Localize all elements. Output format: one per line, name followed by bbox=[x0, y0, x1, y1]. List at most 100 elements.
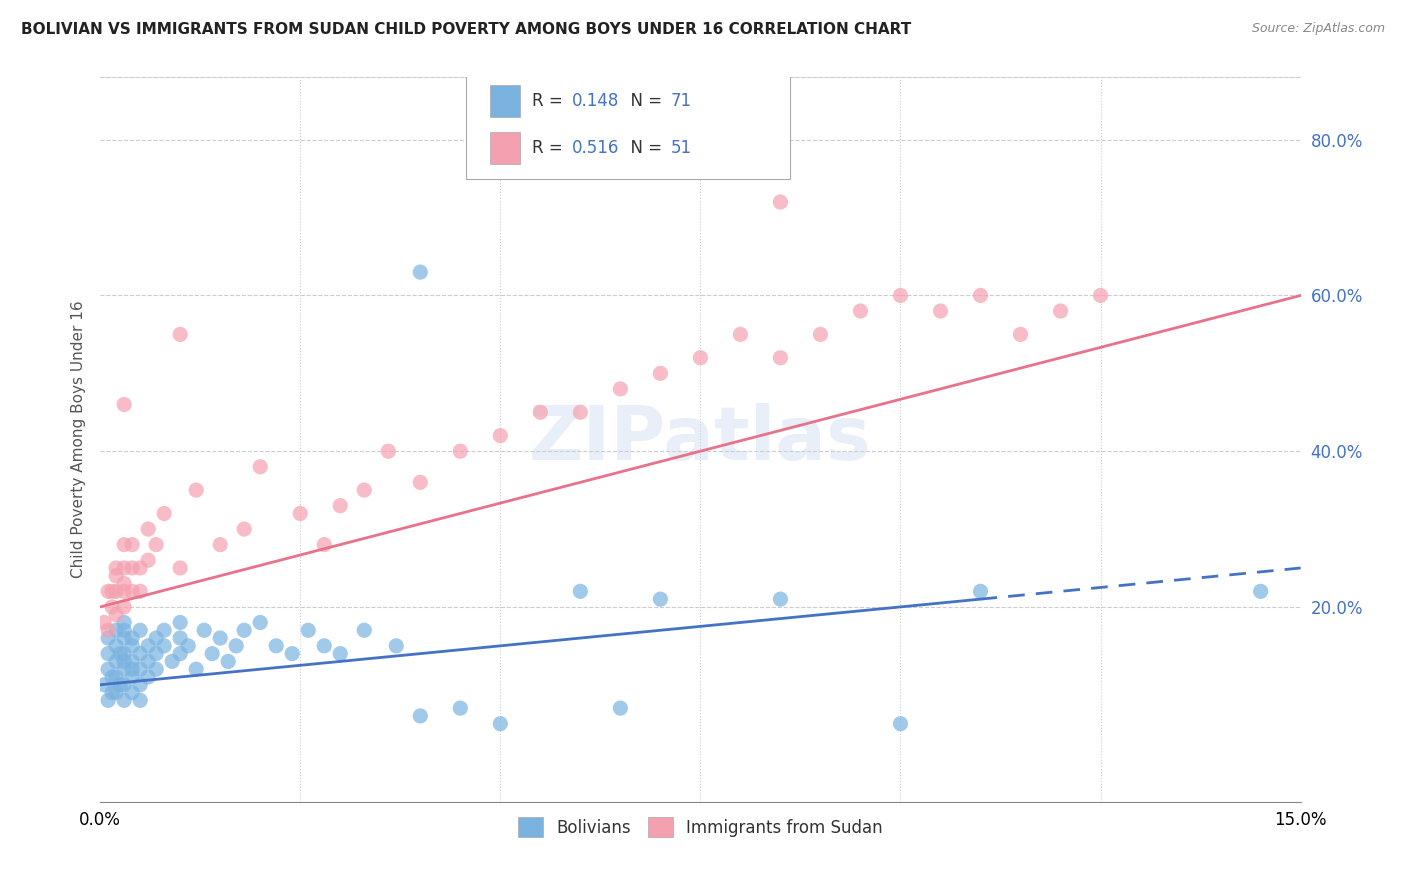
Point bbox=[409, 265, 432, 279]
Point bbox=[249, 459, 271, 474]
Point bbox=[136, 670, 159, 684]
Point bbox=[1090, 288, 1112, 302]
Point bbox=[169, 631, 191, 645]
FancyBboxPatch shape bbox=[467, 74, 790, 178]
Text: R =: R = bbox=[533, 139, 568, 157]
Point bbox=[929, 304, 952, 318]
Point bbox=[233, 624, 256, 638]
Point bbox=[136, 655, 159, 669]
Point bbox=[529, 405, 551, 419]
Point bbox=[112, 397, 135, 411]
Point bbox=[105, 561, 128, 575]
Text: 71: 71 bbox=[671, 92, 692, 110]
Point bbox=[569, 405, 592, 419]
Point bbox=[105, 685, 128, 699]
Point bbox=[112, 624, 135, 638]
Point bbox=[193, 624, 215, 638]
Point bbox=[129, 647, 152, 661]
Point bbox=[849, 304, 872, 318]
Point bbox=[209, 538, 232, 552]
Point bbox=[153, 639, 176, 653]
Text: 0.516: 0.516 bbox=[572, 139, 619, 157]
Point bbox=[385, 639, 408, 653]
Point bbox=[409, 475, 432, 490]
Point bbox=[145, 662, 167, 676]
Point bbox=[121, 631, 143, 645]
Point bbox=[97, 693, 120, 707]
Point bbox=[409, 709, 432, 723]
Point bbox=[105, 607, 128, 622]
Point bbox=[136, 522, 159, 536]
Point bbox=[121, 639, 143, 653]
Y-axis label: Child Poverty Among Boys Under 16: Child Poverty Among Boys Under 16 bbox=[72, 301, 86, 578]
Point bbox=[169, 561, 191, 575]
Point bbox=[105, 624, 128, 638]
Point bbox=[97, 631, 120, 645]
Point bbox=[650, 367, 672, 381]
Point bbox=[1250, 584, 1272, 599]
Point bbox=[112, 584, 135, 599]
Point bbox=[353, 483, 375, 497]
Point bbox=[112, 561, 135, 575]
Point bbox=[97, 624, 120, 638]
Point bbox=[97, 662, 120, 676]
Point bbox=[112, 655, 135, 669]
Point bbox=[112, 599, 135, 614]
Point bbox=[101, 599, 124, 614]
Point bbox=[609, 382, 631, 396]
Point bbox=[449, 701, 471, 715]
Point bbox=[105, 639, 128, 653]
Text: 0.148: 0.148 bbox=[572, 92, 619, 110]
Point bbox=[449, 444, 471, 458]
Point bbox=[264, 639, 287, 653]
Point bbox=[217, 655, 239, 669]
Point bbox=[101, 670, 124, 684]
Point bbox=[97, 584, 120, 599]
Point bbox=[136, 553, 159, 567]
Point bbox=[112, 662, 135, 676]
Text: Source: ZipAtlas.com: Source: ZipAtlas.com bbox=[1251, 22, 1385, 36]
Point bbox=[108, 647, 131, 661]
Text: R =: R = bbox=[533, 92, 568, 110]
Text: 51: 51 bbox=[671, 139, 692, 157]
Point bbox=[105, 568, 128, 582]
Point bbox=[329, 647, 352, 661]
Point bbox=[377, 444, 399, 458]
Point bbox=[112, 678, 135, 692]
Point bbox=[129, 624, 152, 638]
Point bbox=[1049, 304, 1071, 318]
Point bbox=[169, 615, 191, 630]
Point bbox=[650, 592, 672, 607]
Point bbox=[314, 538, 336, 552]
Point bbox=[186, 662, 208, 676]
Point bbox=[129, 693, 152, 707]
Point bbox=[145, 538, 167, 552]
Point bbox=[129, 662, 152, 676]
Point bbox=[329, 499, 352, 513]
Point bbox=[609, 701, 631, 715]
Point bbox=[153, 507, 176, 521]
Point bbox=[201, 647, 224, 661]
Point bbox=[489, 716, 512, 731]
Point bbox=[281, 647, 304, 661]
Point bbox=[93, 678, 115, 692]
Text: N =: N = bbox=[620, 92, 668, 110]
Point bbox=[169, 327, 191, 342]
Point bbox=[160, 655, 183, 669]
Point bbox=[730, 327, 752, 342]
Point bbox=[129, 584, 152, 599]
Point bbox=[249, 615, 271, 630]
Point bbox=[105, 655, 128, 669]
Point bbox=[569, 584, 592, 599]
Point bbox=[145, 647, 167, 661]
Point bbox=[121, 662, 143, 676]
Point bbox=[353, 624, 375, 638]
Point bbox=[145, 631, 167, 645]
Point bbox=[233, 522, 256, 536]
Point bbox=[112, 576, 135, 591]
Point bbox=[121, 670, 143, 684]
Point bbox=[105, 584, 128, 599]
Point bbox=[297, 624, 319, 638]
Text: N =: N = bbox=[620, 139, 668, 157]
Point bbox=[889, 288, 911, 302]
